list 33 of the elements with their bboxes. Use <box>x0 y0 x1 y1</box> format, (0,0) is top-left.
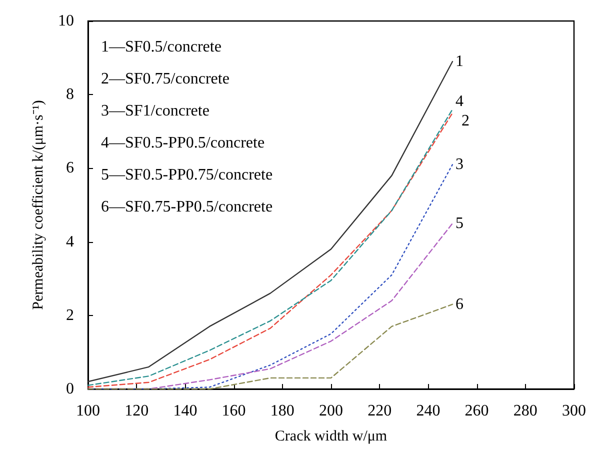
series-label: 3 <box>456 156 464 174</box>
y-tick-label: 2 <box>66 306 74 324</box>
x-tick-label: 260 <box>464 402 489 420</box>
y-tick-label: 8 <box>66 86 74 104</box>
annotation: 2—SF0.75/concrete <box>101 70 230 88</box>
x-tick-label: 300 <box>562 402 586 420</box>
line-series <box>87 304 454 390</box>
x-tick-label: 120 <box>124 402 149 420</box>
x-tick-label: 200 <box>319 402 343 420</box>
annotation: 6—SF0.75-PP0.5/concrete <box>101 198 273 216</box>
series-label: 1 <box>456 52 464 70</box>
series-label: 4 <box>456 92 464 110</box>
x-tick-label: 100 <box>76 402 100 420</box>
x-tick-label: 160 <box>222 402 246 420</box>
x-tick-label: 220 <box>368 402 392 420</box>
y-tick-label: 10 <box>58 12 74 30</box>
x-tick-label: 240 <box>416 402 440 420</box>
x-axis-title: Crack width w/μm <box>274 428 388 444</box>
series-label: 2 <box>462 112 470 130</box>
x-tick-label: 180 <box>270 402 294 420</box>
x-tick-label: 280 <box>513 402 538 420</box>
y-axis-title: Permeability coefficient k/(μm·s⁻¹) <box>30 100 46 310</box>
y-tick-label: 6 <box>66 160 74 177</box>
y-tick-label: 0 <box>66 380 74 398</box>
annotation: 3—SF1/concrete <box>101 102 210 120</box>
annotation: 4—SF0.5-PP0.5/concrete <box>101 134 265 152</box>
line-series <box>87 60 454 382</box>
y-tick-label: 4 <box>66 233 74 250</box>
series-label: 6 <box>456 296 464 313</box>
series-label: 5 <box>456 214 464 232</box>
annotation: 5—SF0.5-PP0.75/concrete <box>101 166 273 184</box>
annotation: 1—SF0.5/concrete <box>101 38 222 56</box>
x-tick-label: 140 <box>173 402 198 420</box>
